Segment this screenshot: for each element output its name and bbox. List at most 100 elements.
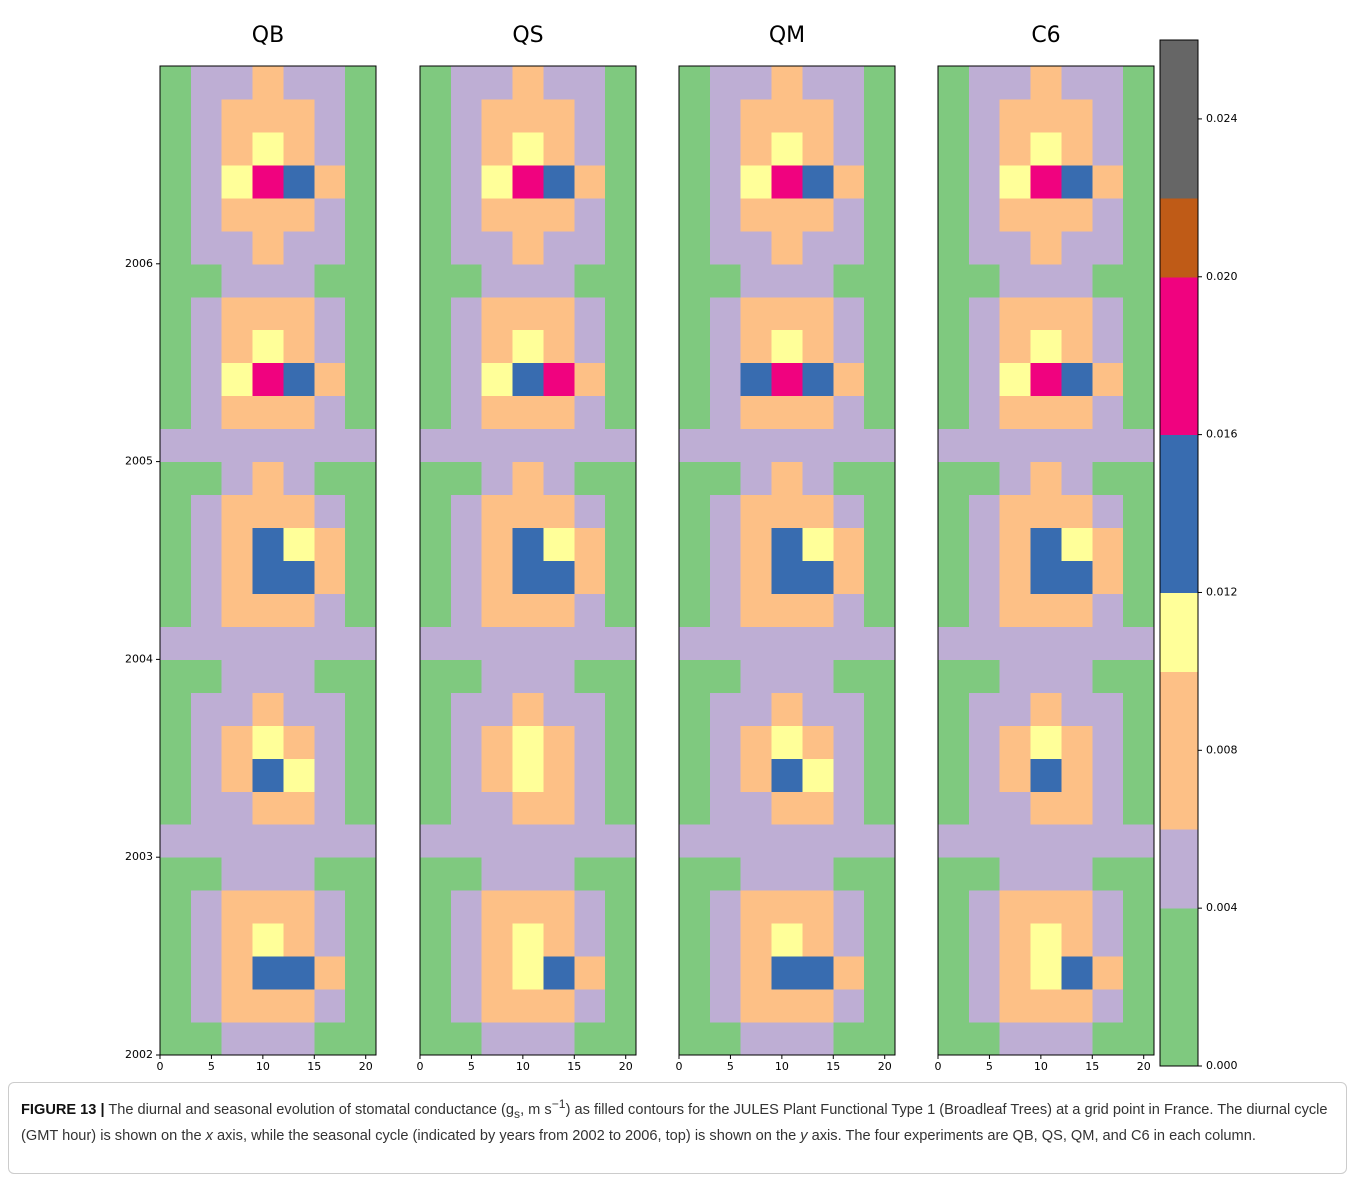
contour-cell bbox=[864, 824, 896, 858]
contour-cell bbox=[771, 197, 803, 232]
contour-cell bbox=[968, 263, 1001, 298]
contour-cell bbox=[543, 923, 575, 957]
contour-cell bbox=[1030, 131, 1062, 166]
contour-cell bbox=[1030, 362, 1062, 397]
contour-cell bbox=[283, 758, 315, 792]
contour-cell bbox=[709, 692, 742, 726]
contour-cell bbox=[345, 131, 377, 166]
contour-cell bbox=[345, 461, 377, 496]
contour-cell bbox=[283, 230, 315, 265]
contour-cell bbox=[190, 956, 223, 990]
contour-cell bbox=[190, 989, 223, 1023]
contour-cell bbox=[605, 66, 637, 100]
contour-cell bbox=[221, 593, 254, 627]
contour-cell bbox=[968, 527, 1001, 561]
contour-cell bbox=[864, 263, 896, 298]
contour-cell bbox=[938, 791, 970, 825]
contour-cell bbox=[283, 560, 315, 595]
contour-cell bbox=[605, 989, 637, 1023]
contour-cell bbox=[1061, 131, 1093, 166]
contour-cell bbox=[1092, 890, 1124, 924]
contour-cell bbox=[221, 890, 254, 924]
contour-cell bbox=[968, 494, 1001, 528]
contour-cell bbox=[512, 1021, 544, 1056]
contour-cell bbox=[864, 758, 896, 792]
contour-cell bbox=[1030, 230, 1062, 265]
contour-cell bbox=[679, 758, 711, 792]
contour-cell bbox=[190, 230, 223, 265]
contour-cell bbox=[450, 99, 483, 133]
contour-cell bbox=[679, 263, 711, 298]
contour-cell bbox=[833, 923, 865, 957]
contour-cell bbox=[605, 626, 637, 660]
contour-cell bbox=[314, 263, 346, 298]
contour-cell bbox=[740, 659, 773, 693]
contour-cell bbox=[190, 66, 223, 100]
contour-cell bbox=[512, 164, 544, 199]
contour-cell bbox=[679, 989, 711, 1023]
contour-cell bbox=[420, 66, 452, 100]
contour-cell bbox=[679, 230, 711, 265]
contour-cell bbox=[543, 626, 575, 660]
contour-cell bbox=[802, 593, 834, 627]
contour-cell bbox=[771, 66, 803, 100]
contour-cell bbox=[771, 428, 803, 463]
contour-cell bbox=[543, 989, 575, 1023]
contour-cell bbox=[1030, 164, 1062, 199]
contour-cell bbox=[802, 197, 834, 232]
contour-cell bbox=[481, 923, 514, 957]
contour-cell bbox=[938, 1021, 970, 1056]
contour-cell bbox=[709, 791, 742, 825]
contour-cell bbox=[1123, 824, 1155, 858]
contour-cell bbox=[709, 296, 742, 331]
plot-frame bbox=[937, 65, 1155, 1056]
contour-cell bbox=[420, 593, 452, 627]
contour-cell bbox=[1030, 329, 1062, 364]
colorbar-segment bbox=[1160, 40, 1198, 199]
contour-cell bbox=[1092, 857, 1124, 891]
contour-cell bbox=[709, 890, 742, 924]
contour-cell bbox=[1061, 593, 1093, 627]
contour-cell bbox=[999, 494, 1032, 528]
contour-cell bbox=[709, 197, 742, 232]
contour-cell bbox=[802, 956, 834, 990]
contour-cell bbox=[450, 626, 483, 660]
contour-cell bbox=[314, 395, 346, 430]
contour-cell bbox=[314, 99, 346, 133]
contour-cell bbox=[221, 362, 254, 397]
contour-cell bbox=[771, 626, 803, 660]
contour-cell bbox=[833, 956, 865, 990]
contour-cell bbox=[512, 494, 544, 528]
contour-cell bbox=[1092, 99, 1124, 133]
caption-sup: −1 bbox=[551, 1097, 566, 1111]
contour-cell bbox=[481, 692, 514, 726]
contour-cell bbox=[450, 659, 483, 693]
contour-cell bbox=[999, 659, 1032, 693]
contour-cell bbox=[1061, 164, 1093, 199]
contour-cell bbox=[314, 164, 346, 199]
contour-cell bbox=[252, 131, 284, 166]
contour-cell bbox=[802, 758, 834, 792]
contour-cell bbox=[574, 428, 606, 463]
contour-cell bbox=[420, 890, 452, 924]
contour-cell bbox=[1061, 395, 1093, 430]
contour-cell bbox=[450, 164, 483, 199]
contour-cell bbox=[283, 197, 315, 232]
contour-cell bbox=[1123, 890, 1155, 924]
contour-cell bbox=[968, 725, 1001, 759]
contour-cell bbox=[605, 857, 637, 891]
contour-cell bbox=[1030, 791, 1062, 825]
contour-cell bbox=[938, 99, 970, 133]
contour-cell bbox=[283, 692, 315, 726]
contour-cell bbox=[420, 857, 452, 891]
panel-title: QM bbox=[769, 23, 805, 48]
colorbar-segment bbox=[1160, 671, 1198, 830]
contour-cell bbox=[420, 99, 452, 133]
colorbar-tick-label: 0.000 bbox=[1206, 1059, 1238, 1072]
contour-cell bbox=[420, 230, 452, 265]
contour-cell bbox=[771, 230, 803, 265]
contour-cell bbox=[190, 923, 223, 957]
contour-cell bbox=[802, 461, 834, 496]
contour-cell bbox=[1092, 296, 1124, 331]
contour-cell bbox=[574, 758, 606, 792]
